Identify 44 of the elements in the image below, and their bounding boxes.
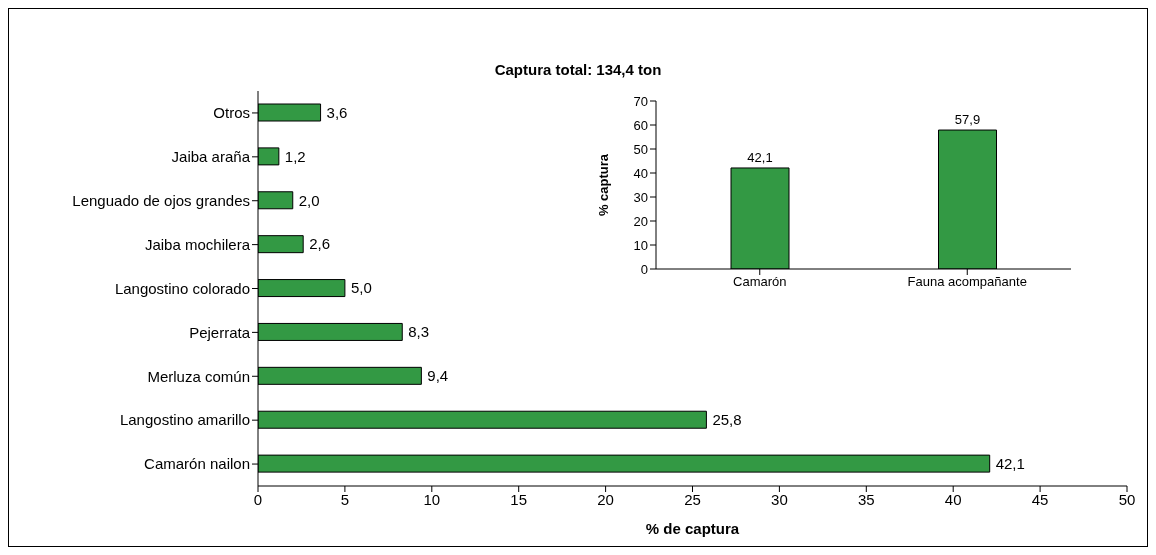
- x-tick-label: 45: [1031, 490, 1049, 508]
- y-tick-label: Langostino amarillo: [119, 411, 250, 429]
- y-tick-label: 20: [633, 213, 648, 229]
- y-tick-label: Pejerrata: [189, 323, 251, 341]
- x-tick-label: 25: [684, 490, 701, 508]
- data-label: 1,2: [284, 147, 306, 165]
- x-tick-label: 50: [1118, 490, 1136, 508]
- x-tick-label: Fauna acompañante: [907, 274, 1027, 290]
- y-tick-label: 40: [633, 165, 648, 181]
- y-tick-label: Camarón nailon: [144, 455, 250, 473]
- y-tick-label: Jaiba araña: [171, 148, 251, 166]
- data-label: 25,8: [712, 411, 742, 429]
- data-label: 9,4: [427, 367, 449, 385]
- y-tick-label: 50: [633, 141, 648, 157]
- y-tick-label: 60: [633, 117, 648, 133]
- x-tick-label: Camarón: [733, 274, 787, 290]
- x-tick-label: 30: [771, 490, 788, 508]
- y-tick-label: 10: [633, 237, 648, 253]
- data-label: 8,3: [408, 323, 430, 341]
- data-label: 42,1: [747, 149, 773, 165]
- y-tick-label: Otros: [213, 104, 250, 122]
- y-tick-label: Merluza común: [147, 367, 250, 385]
- y-tick-label: Lenguado de ojos grandes: [72, 192, 250, 210]
- data-label: 5,0: [350, 279, 372, 297]
- x-tick-label: 15: [510, 490, 528, 508]
- x-tick-label: 20: [597, 490, 614, 508]
- chart-title: Captura total: 134,4 ton: [493, 61, 663, 78]
- data-label: 2,6: [309, 235, 331, 253]
- data-label: 57,9: [954, 112, 981, 128]
- y-tick-label: Langostino colorado: [114, 279, 250, 297]
- data-label: 42,1: [995, 454, 1025, 472]
- y-tick-label: 70: [633, 93, 648, 109]
- y-tick-label: 30: [633, 189, 648, 205]
- x-tick-label: 40: [944, 490, 962, 508]
- y-tick-label: Jaiba mochilera: [144, 235, 251, 253]
- y-axis-title: % captura: [595, 153, 611, 217]
- y-tick-label: 0: [640, 261, 648, 277]
- data-label: 2,0: [298, 191, 320, 209]
- x-tick-label: 5: [340, 490, 350, 508]
- x-tick-label: 35: [857, 490, 875, 508]
- x-axis-title: % de captura: [645, 520, 740, 537]
- x-tick-label: 0: [253, 490, 263, 508]
- data-label: 3,6: [326, 103, 348, 121]
- x-tick-label: 10: [423, 490, 441, 508]
